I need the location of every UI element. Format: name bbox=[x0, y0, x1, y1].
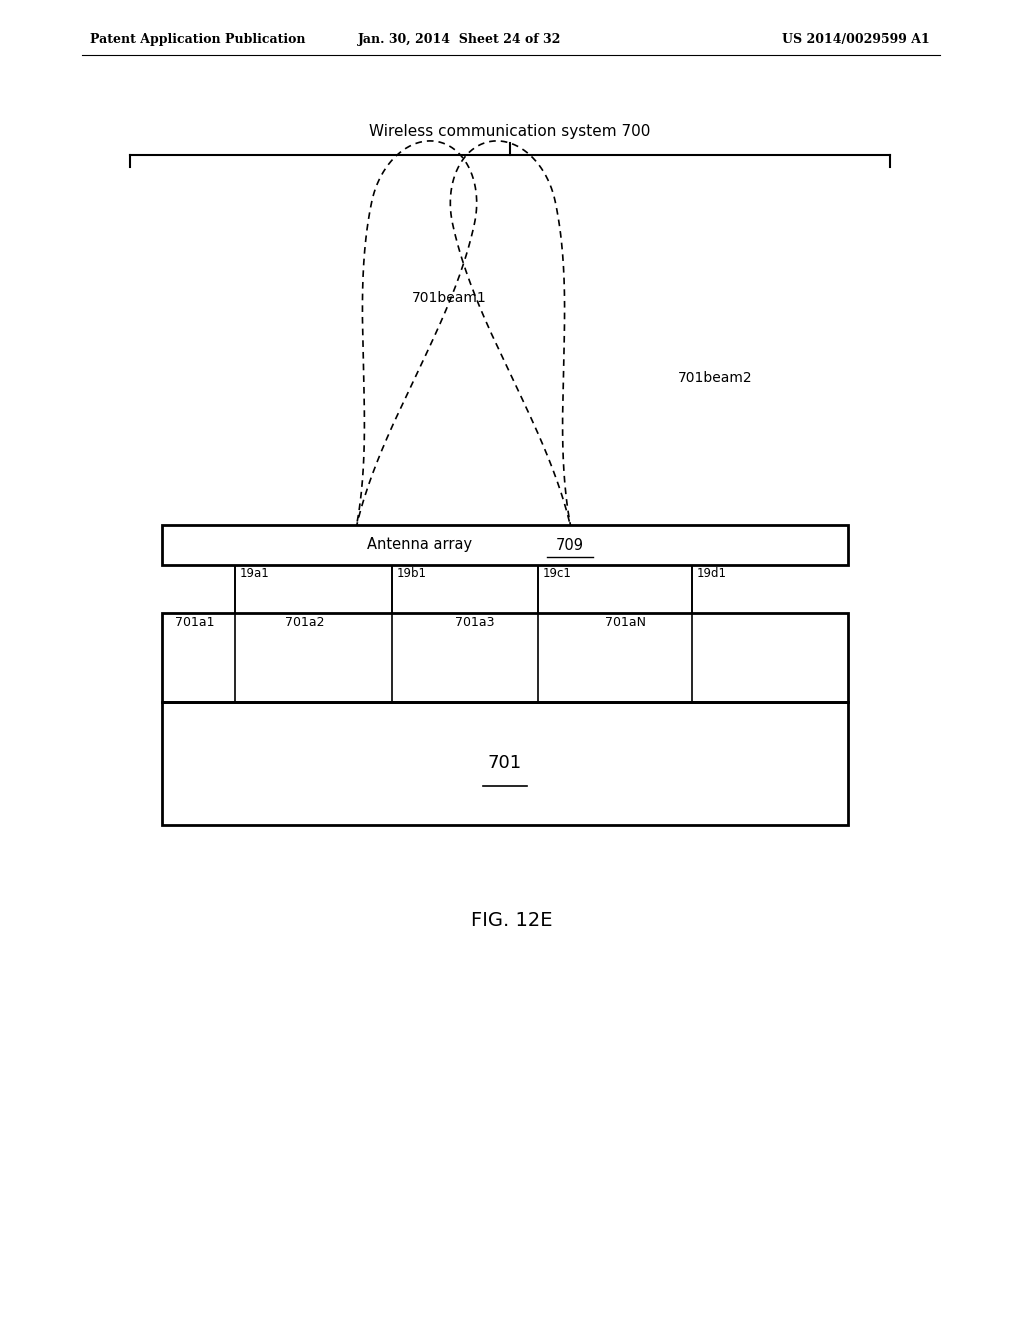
Text: 701beam2: 701beam2 bbox=[678, 371, 753, 385]
Text: Patent Application Publication: Patent Application Publication bbox=[90, 33, 305, 46]
Text: 709: 709 bbox=[556, 537, 584, 553]
Text: 701a1: 701a1 bbox=[175, 616, 214, 630]
Text: 19d1: 19d1 bbox=[697, 568, 727, 579]
Text: 701a2: 701a2 bbox=[285, 616, 325, 630]
Text: 701beam1: 701beam1 bbox=[412, 290, 486, 305]
Text: 19a1: 19a1 bbox=[240, 568, 269, 579]
Text: Wireless communication system 700: Wireless communication system 700 bbox=[370, 124, 650, 139]
Text: 19b1: 19b1 bbox=[397, 568, 427, 579]
Bar bbox=[162, 702, 848, 825]
Text: Antenna array: Antenna array bbox=[368, 537, 477, 553]
Text: 701aN: 701aN bbox=[605, 616, 646, 630]
Text: 19c1: 19c1 bbox=[543, 568, 571, 579]
Text: 701: 701 bbox=[488, 755, 522, 772]
Text: FIG. 12E: FIG. 12E bbox=[471, 911, 553, 929]
Text: 701a3: 701a3 bbox=[455, 616, 495, 630]
Text: Jan. 30, 2014  Sheet 24 of 32: Jan. 30, 2014 Sheet 24 of 32 bbox=[358, 33, 562, 46]
Bar bbox=[162, 525, 848, 565]
Text: US 2014/0029599 A1: US 2014/0029599 A1 bbox=[782, 33, 930, 46]
Bar bbox=[162, 612, 848, 702]
